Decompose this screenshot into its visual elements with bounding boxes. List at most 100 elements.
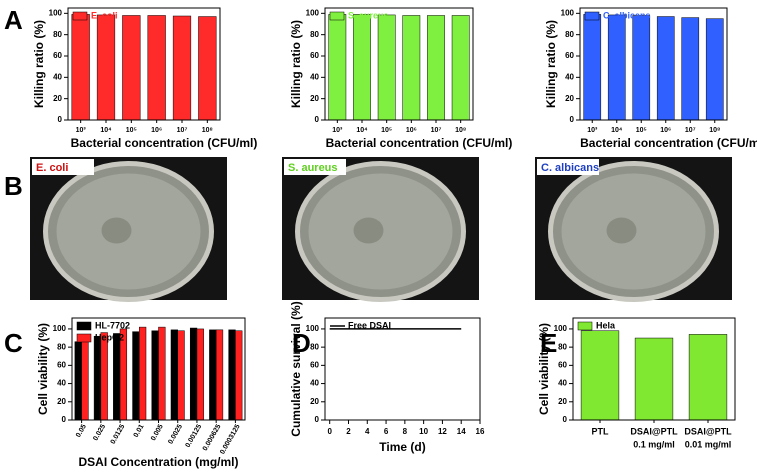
y-tick-label: 0 [563, 415, 568, 424]
legend-label: Free DSAI [348, 320, 391, 330]
bar [119, 328, 128, 421]
panel-letter: D [292, 328, 311, 358]
photo-label-bg [284, 159, 346, 175]
plot-frame [71, 317, 246, 421]
y-tick-label: 20 [310, 397, 319, 406]
x-tick-label: 6 [384, 427, 389, 436]
y-tick-label: 20 [53, 94, 62, 103]
y-tick-label: 20 [565, 94, 574, 103]
y-tick-label: 60 [310, 51, 319, 60]
y-tick-label: 80 [565, 30, 574, 39]
x-tick-label: 10⁴ [100, 127, 112, 134]
bar [607, 14, 626, 121]
x-tick-label: 10⁸ [709, 127, 720, 134]
y-tick-label: 100 [306, 324, 320, 333]
bar [688, 334, 728, 421]
x-tick-label: 0.00125 [185, 423, 204, 449]
legend-label: Hela [596, 320, 616, 330]
y-tick-label: 40 [57, 379, 66, 388]
bar [580, 330, 620, 421]
x-tick-label: 10³ [76, 127, 87, 134]
growth-spot [353, 217, 384, 244]
y-tick-label: 100 [53, 324, 67, 333]
bar [235, 330, 243, 421]
legend-label: HL-7702 [95, 320, 130, 330]
bar [96, 14, 116, 121]
x-tick-label: 16 [476, 427, 485, 436]
y-tick-label: 60 [53, 51, 62, 60]
y-axis-label: Cell viability (%) [537, 323, 551, 415]
growth-spot [101, 217, 132, 244]
bar [228, 329, 236, 421]
x-tick-label: 8 [403, 427, 408, 436]
x-tick-label: 10⁶ [151, 127, 162, 134]
x-tick-label: 0.025 [92, 423, 107, 442]
bar [427, 15, 445, 121]
panel-letter: C [4, 328, 23, 358]
legend-label: E. coli [91, 10, 118, 20]
bar [632, 15, 651, 121]
x-tick-label: 0.0125 [110, 423, 127, 445]
panel-letter: A [4, 5, 23, 35]
x-axis-label: DSAI Concentration (mg/ml) [78, 455, 238, 469]
y-tick-label: 0 [570, 115, 575, 124]
x-axis-label: Bacterial concentration (CFU/ml) [71, 136, 258, 150]
y-tick-label: 60 [57, 360, 66, 369]
x-tick-label: 10³ [332, 127, 343, 134]
y-tick-label: 80 [53, 30, 62, 39]
y-tick-label: 0 [315, 115, 320, 124]
bar [74, 341, 82, 421]
y-tick-label: 60 [310, 360, 319, 369]
bar [139, 326, 147, 421]
bar [147, 15, 166, 121]
bar [634, 337, 674, 421]
legend-swatch [76, 333, 92, 343]
y-tick-label: 40 [310, 72, 319, 81]
bar [100, 332, 108, 421]
x-tick-label: 2 [346, 427, 351, 436]
x-tick-label: 10³ [587, 127, 598, 134]
legend-label: S. aureus [348, 10, 389, 20]
plot-frame [572, 317, 736, 421]
y-axis-label: Killing ratio (%) [289, 20, 303, 108]
y-tick-label: 40 [565, 72, 574, 81]
bar [158, 326, 166, 421]
plot-frame [324, 317, 481, 421]
y-tick-label: 40 [558, 379, 567, 388]
y-tick-label: 100 [561, 8, 575, 17]
legend-swatch [577, 321, 593, 331]
bar [353, 14, 371, 121]
bar [209, 329, 217, 421]
y-tick-label: 0 [58, 115, 63, 124]
x-tick-label: 10⁵ [381, 127, 392, 134]
x-tick-label: 10⁶ [660, 127, 671, 134]
bar [93, 335, 102, 421]
x-tick-label: 14 [457, 427, 466, 436]
y-axis-label: Cell viability (%) [36, 323, 50, 415]
x-tick-label: 10⁴ [356, 127, 368, 134]
y-tick-label: 100 [49, 8, 63, 17]
bar [215, 329, 224, 421]
y-tick-label: 20 [310, 94, 319, 103]
x-tick-label: 0.05 [75, 423, 88, 438]
growth-spot [606, 217, 637, 244]
y-tick-label: 80 [558, 342, 567, 351]
bar [451, 15, 470, 121]
y-tick-label: 80 [310, 30, 319, 39]
y-tick-label: 100 [306, 8, 320, 17]
legend-swatch [329, 11, 345, 21]
x-axis-label: Bacterial concentration (CFU/ml) [326, 136, 513, 150]
y-tick-label: 20 [558, 397, 567, 406]
x-tick-label: 10⁸ [455, 127, 466, 134]
legend-label: HepG2 [95, 332, 124, 342]
photo-label-bg [537, 159, 599, 175]
bar [196, 328, 204, 421]
y-tick-label: 100 [554, 324, 568, 333]
y-tick-label: 0 [315, 415, 320, 424]
x-tick-note: 0.01 mg/ml [685, 439, 732, 449]
x-tick-label: 10⁸ [202, 127, 213, 134]
legend-label: C. albicans [603, 10, 651, 20]
bar [189, 327, 198, 421]
x-tick-label: PTL [592, 426, 610, 436]
x-tick-label: 10⁶ [406, 127, 417, 134]
